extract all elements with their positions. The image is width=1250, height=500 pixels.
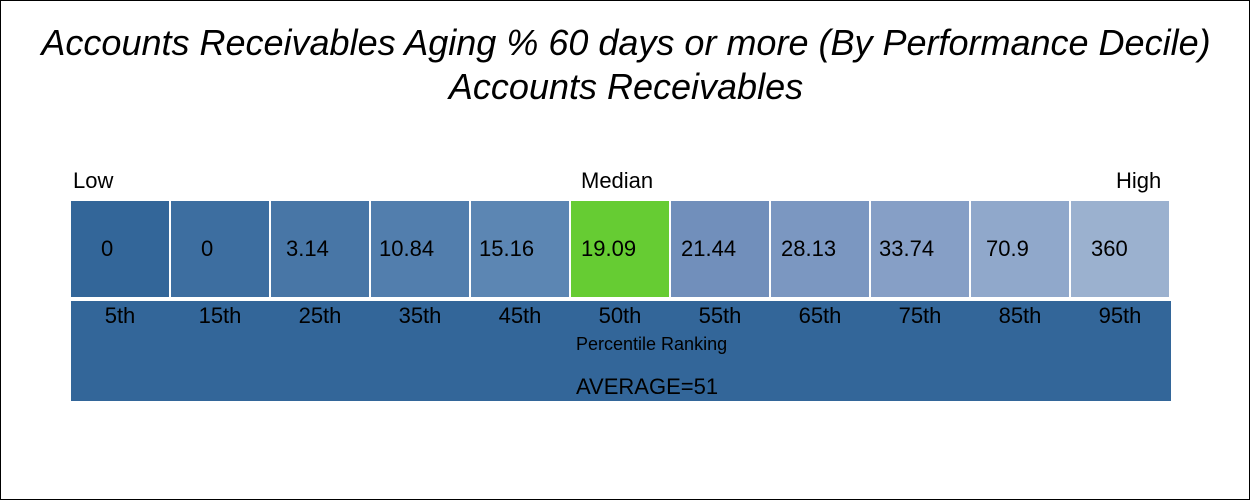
percentile-tick-25th: 25th [298, 303, 342, 328]
decile-cell-65th: 28.13 [771, 201, 869, 297]
percentile-tick-45th: 45th [498, 303, 542, 328]
decile-cell-15th: 0 [171, 201, 269, 297]
percentile-band: Percentile Ranking AVERAGE=51 5th 15th 25t… [71, 301, 1171, 401]
percentile-tick-75th: 75th [898, 303, 942, 328]
x-axis-title: Percentile Ranking [576, 334, 728, 354]
decile-value-bar: 0 0 3.14 10.84 15.16 19.09 21.44 28.13 33.74 70.9… [71, 201, 1171, 299]
decile-cell-35th: 10.84 [371, 201, 469, 297]
chart-title: Accounts Receivables Aging % 60 days or … [41, 22, 1211, 107]
percentile-tick-55th: 55th [698, 303, 742, 328]
scale-high-label: High [1116, 168, 1162, 193]
decile-cell-95th: 360 [1071, 201, 1169, 297]
percentile-tick-5th: 5th [104, 303, 136, 328]
percentile-tick-95th: 95th [1098, 303, 1142, 328]
percentile-tick-15th: 15th [198, 303, 242, 328]
scale-median-label: Median [581, 168, 654, 193]
decile-cell-45th: 15.16 [471, 201, 569, 297]
scale-low-label: Low [73, 168, 114, 193]
percentile-tick-50th: 50th [598, 303, 642, 328]
decile-cell-75th: 33.74 [871, 201, 969, 297]
decile-cell-50th: 19.09 [571, 201, 669, 297]
decile-cell-5th: 0 [71, 201, 169, 297]
percentile-tick-65th: 65th [798, 303, 842, 328]
average-label: AVERAGE=51 [576, 374, 719, 399]
decile-cell-25th: 3.14 [271, 201, 369, 297]
decile-cell-85th: 70.9 [971, 201, 1069, 297]
percentile-tick-35th: 35th [398, 303, 442, 328]
decile-cell-55th: 21.44 [671, 201, 769, 297]
percentile-tick-85th: 85th [998, 303, 1042, 328]
